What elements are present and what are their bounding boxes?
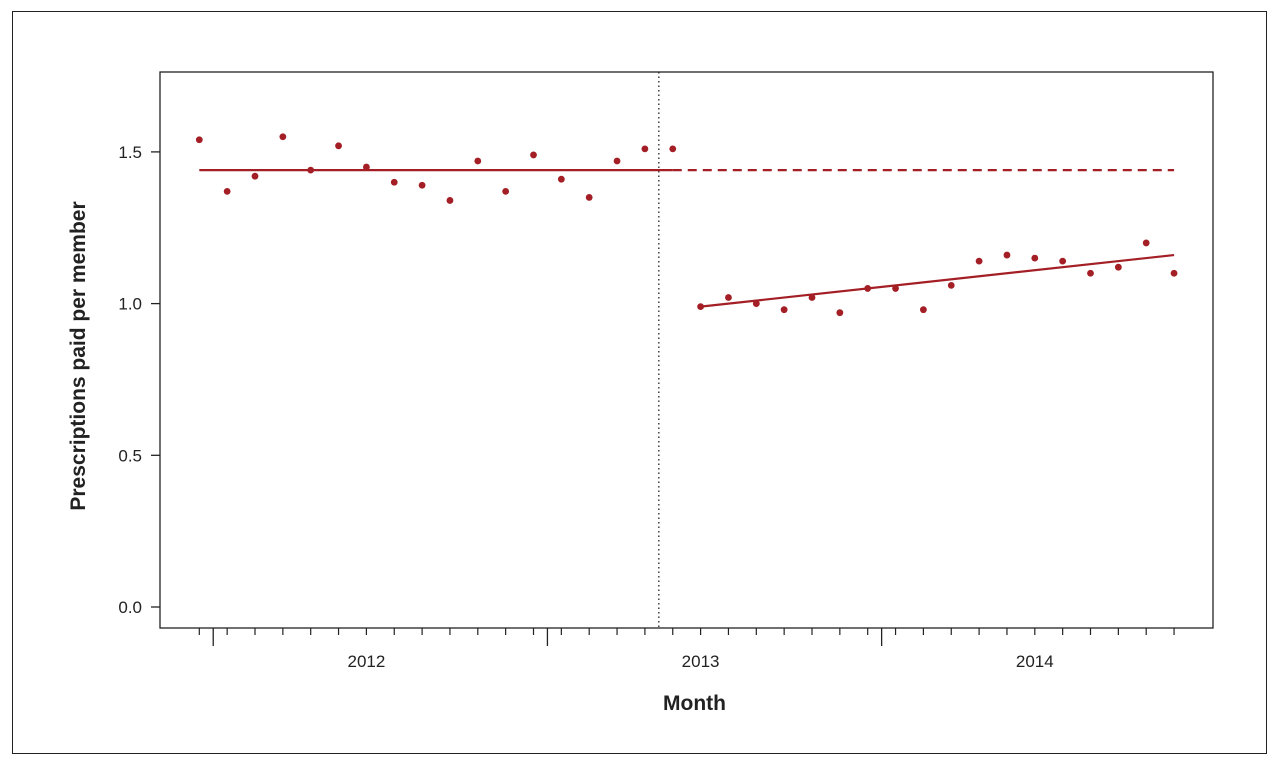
- data-point: [697, 303, 704, 311]
- data-point: [251, 172, 259, 180]
- y-tick-label: 0.5: [118, 446, 142, 465]
- data-point: [975, 257, 983, 265]
- data-point: [836, 309, 844, 317]
- data-point: [641, 145, 649, 153]
- data-point: [892, 285, 899, 292]
- y-tick-label: 1.5: [118, 143, 142, 162]
- data-point: [864, 285, 872, 292]
- data-point: [530, 151, 537, 159]
- data-point: [474, 157, 482, 165]
- figure-frame: [12, 11, 1267, 754]
- x-tick-label: 2014: [1016, 652, 1054, 671]
- x-axis: 2012 2013 2014: [198, 628, 1175, 671]
- y-tick-label: 1.0: [118, 295, 142, 314]
- data-point: [1170, 269, 1178, 277]
- y-axis-title: Prescriptions paid per member: [67, 201, 90, 510]
- data-points: [195, 133, 1178, 317]
- data-point: [808, 294, 816, 301]
- data-point: [195, 136, 203, 144]
- data-point: [920, 306, 927, 314]
- data-point: [669, 145, 677, 153]
- data-point: [418, 181, 426, 189]
- data-point: [363, 163, 370, 171]
- data-point: [725, 294, 732, 301]
- data-point: [1031, 254, 1039, 262]
- y-axis: 0.0 0.5 1.0 1.5: [118, 143, 160, 617]
- data-point: [1059, 257, 1067, 265]
- data-point: [613, 157, 621, 165]
- data-point: [279, 133, 287, 141]
- data-point: [752, 300, 760, 307]
- x-tick-label: 2012: [347, 652, 385, 671]
- trend-lines: [199, 169, 1175, 308]
- data-point: [1142, 239, 1150, 247]
- data-point: [307, 166, 315, 174]
- x-axis-title: Month: [663, 692, 726, 715]
- data-point: [1087, 269, 1094, 277]
- data-point: [947, 281, 955, 289]
- y-tick-label: 0.0: [118, 598, 142, 617]
- fitted-trend-line: [700, 253, 1175, 308]
- data-point: [390, 178, 398, 186]
- data-point: [557, 175, 565, 183]
- data-point: [585, 194, 593, 201]
- data-point: [335, 142, 342, 150]
- data-point: [502, 187, 510, 195]
- data-point: [446, 197, 454, 204]
- data-point: [223, 187, 231, 195]
- data-point: [780, 306, 788, 314]
- plot-area: [159, 71, 1214, 629]
- data-point: [1003, 251, 1011, 259]
- data-point: [1114, 263, 1122, 271]
- x-tick-label: 2013: [682, 652, 720, 671]
